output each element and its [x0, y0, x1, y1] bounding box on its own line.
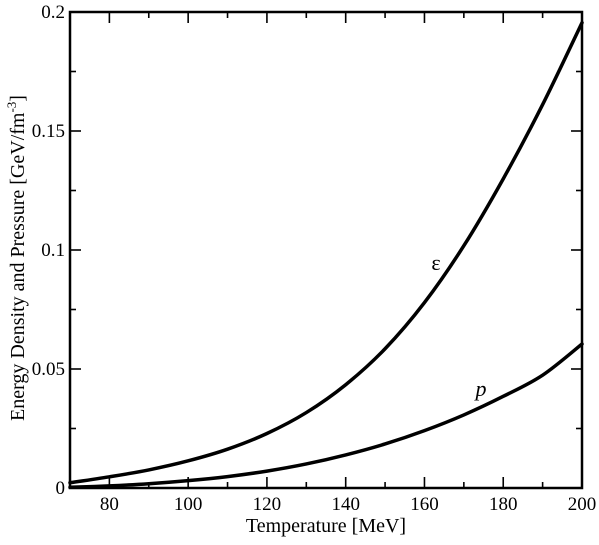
labels-layer: 80 100 120 140 160 180 200 0 0.05 0.1 0.15 0.2 ε p	[32, 2, 597, 515]
y-tick-label: 0	[56, 478, 66, 499]
series-label-epsilon: ε	[431, 250, 440, 275]
series-line-p	[68, 342, 584, 490]
ticks-layer	[69, 11, 583, 489]
x-tick-label: 100	[174, 494, 203, 515]
x-tick-label: 160	[410, 494, 439, 515]
y-axis-label-main: Energy Density and Pressure [GeV/fm	[7, 112, 29, 421]
y-axis-label-close: ]	[7, 95, 29, 102]
y-axis-label-superscript: -3	[4, 102, 19, 113]
plot-frame	[68, 10, 584, 490]
x-tick-label: 80	[100, 494, 119, 515]
x-tick-label: 200	[568, 494, 597, 515]
series-line-epsilon	[68, 20, 584, 485]
series-layer	[68, 20, 584, 490]
series-label-p: p	[474, 376, 487, 401]
y-tick-label: 0.15	[32, 121, 65, 142]
x-tick-label: 180	[489, 494, 518, 515]
x-tick-label: 140	[331, 494, 360, 515]
x-axis-label: Temperature [MeV]	[246, 515, 406, 537]
x-tick-label: 120	[253, 494, 282, 515]
y-tick-label: 0.2	[41, 2, 65, 23]
y-tick-label: 0.1	[41, 240, 65, 261]
y-tick-label: 0.05	[32, 359, 65, 380]
y-axis-label: Energy Density and Pressure [GeV/fm-3]	[4, 95, 29, 421]
